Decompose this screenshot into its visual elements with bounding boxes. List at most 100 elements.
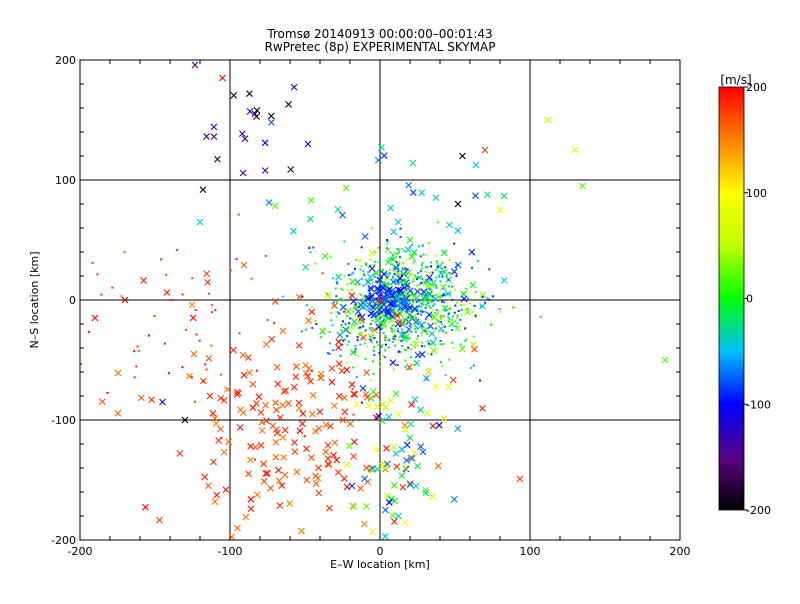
data-point	[448, 318, 451, 321]
data-point	[252, 443, 259, 451]
data-point	[350, 317, 353, 320]
data-point	[443, 305, 446, 308]
data-point	[392, 368, 395, 371]
data-point	[402, 330, 405, 333]
data-point	[202, 380, 205, 383]
data-point	[429, 288, 432, 291]
data-point	[500, 192, 508, 200]
data-point	[354, 315, 357, 318]
data-point	[369, 264, 372, 267]
data-point	[405, 272, 408, 275]
data-point	[443, 294, 446, 297]
data-point	[408, 253, 416, 260]
data-point	[379, 316, 382, 319]
data-point	[303, 476, 311, 484]
data-point	[435, 421, 443, 429]
data-point	[426, 329, 429, 332]
data-point	[390, 481, 398, 489]
data-point	[401, 323, 404, 326]
data-point	[360, 334, 367, 341]
data-point	[247, 505, 255, 513]
data-point	[432, 295, 440, 303]
data-point	[421, 345, 424, 348]
data-point	[491, 323, 494, 326]
data-point	[378, 282, 386, 290]
data-point	[414, 462, 422, 470]
data-point	[401, 519, 409, 527]
data-point	[353, 350, 356, 353]
data-point	[241, 135, 249, 143]
data-point	[266, 318, 269, 321]
data-point	[397, 286, 404, 294]
data-point	[249, 380, 257, 388]
data-point	[235, 257, 238, 260]
data-point	[334, 206, 342, 213]
data-point	[386, 300, 394, 308]
data-point	[468, 302, 471, 305]
data-point	[390, 443, 398, 451]
data-point	[239, 351, 247, 359]
data-point	[386, 338, 389, 341]
data-point	[258, 418, 266, 426]
data-point	[398, 260, 401, 263]
data-point	[420, 305, 423, 308]
data-point	[425, 254, 428, 257]
data-point	[440, 415, 448, 422]
data-point	[427, 288, 430, 291]
data-point	[410, 290, 413, 293]
data-point	[398, 472, 406, 479]
data-point	[211, 414, 219, 422]
data-point	[410, 249, 418, 256]
data-point	[326, 352, 329, 355]
data-point	[405, 287, 408, 290]
data-point	[402, 278, 410, 286]
data-point	[388, 300, 395, 308]
data-point	[341, 343, 344, 346]
data-point	[349, 349, 357, 356]
data-point	[335, 392, 343, 400]
data-point	[416, 327, 419, 330]
data-point	[373, 403, 381, 411]
data-point	[328, 378, 336, 386]
data-point	[394, 218, 402, 226]
data-point	[315, 322, 318, 325]
data-point	[450, 268, 458, 275]
data-point	[390, 318, 393, 321]
data-point	[263, 417, 270, 425]
data-point	[255, 369, 258, 372]
data-point	[352, 366, 355, 369]
data-point	[327, 422, 334, 430]
data-point	[454, 320, 457, 323]
data-point	[405, 325, 413, 333]
data-point	[88, 330, 91, 333]
data-point	[464, 327, 467, 330]
data-point	[417, 305, 420, 308]
data-point	[444, 290, 452, 298]
y-tick-label: -100	[51, 414, 76, 427]
data-point	[401, 345, 404, 348]
data-point	[344, 307, 352, 315]
data-point	[383, 317, 386, 320]
data-point	[438, 320, 441, 323]
data-point	[423, 310, 426, 313]
data-point	[384, 258, 392, 266]
data-point	[250, 277, 253, 280]
data-point	[186, 372, 194, 380]
data-point	[377, 246, 380, 249]
data-point	[414, 288, 421, 295]
data-point	[363, 369, 371, 376]
data-point	[230, 91, 238, 99]
data-point	[418, 283, 421, 286]
data-point	[454, 425, 462, 432]
data-point	[427, 342, 430, 345]
data-point	[385, 413, 393, 421]
data-point	[293, 468, 301, 476]
data-point	[451, 285, 454, 288]
data-point	[335, 344, 342, 351]
data-point	[419, 255, 422, 258]
data-point	[142, 503, 149, 511]
data-point	[147, 334, 150, 337]
data-point	[479, 404, 486, 412]
data-point	[369, 323, 372, 326]
data-point	[210, 344, 213, 347]
